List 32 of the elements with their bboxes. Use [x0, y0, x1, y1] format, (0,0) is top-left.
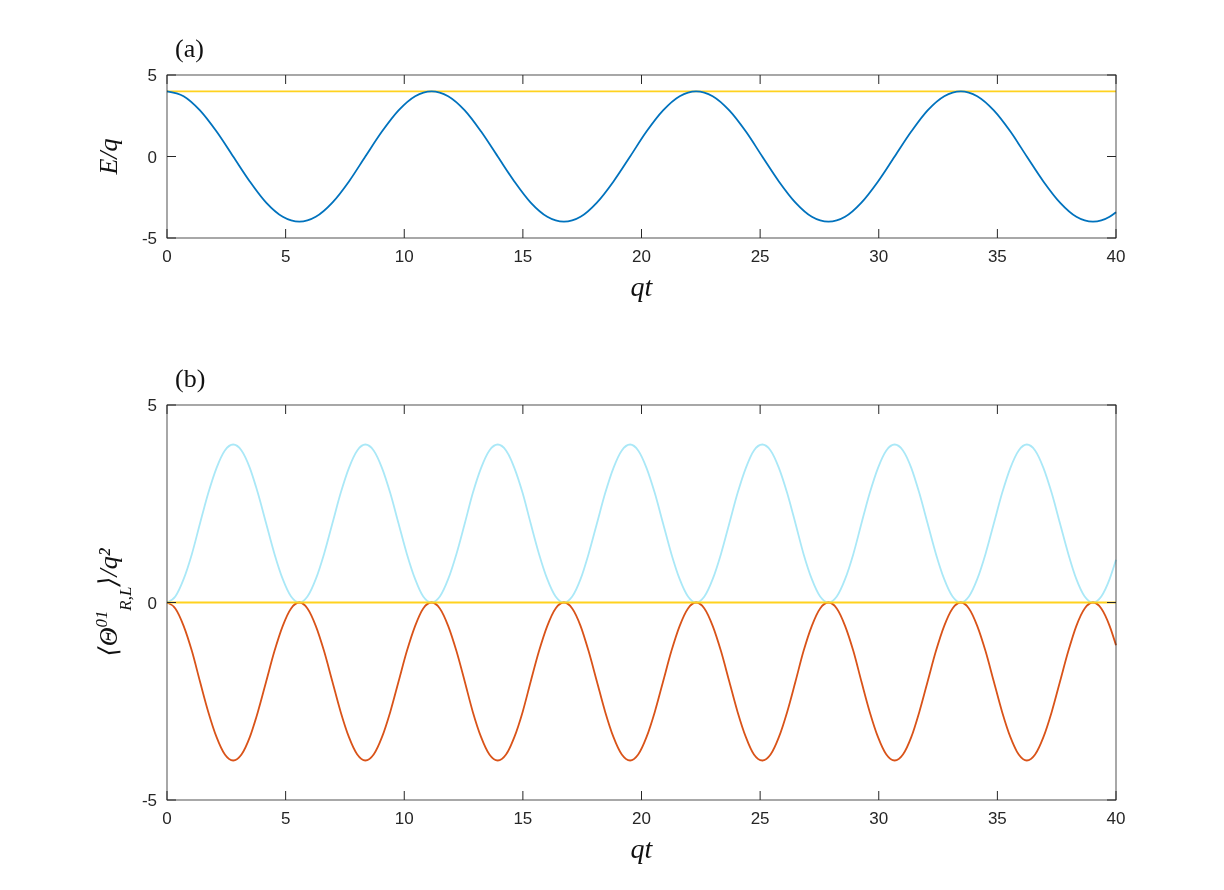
y-tick-label: 0: [147, 147, 157, 167]
x-tick-label: 15: [513, 247, 533, 266]
x-tick-label: 5: [280, 809, 291, 828]
x-axis-title: qt: [630, 833, 654, 864]
x-tick-label: 40: [1106, 247, 1126, 266]
y-tick-label: 5: [147, 66, 157, 85]
x-tick-label: 35: [987, 247, 1007, 266]
line-series: [166, 601, 1117, 762]
x-tick-label: 25: [750, 809, 770, 828]
x-tick-label: 0: [162, 809, 172, 828]
y-tick-label: 5: [147, 396, 157, 415]
y-tick-label: 0: [147, 593, 157, 613]
x-axis-title: qt: [630, 271, 654, 302]
line-series: [166, 443, 1117, 604]
chart-title: (a): [175, 34, 204, 63]
x-tick-label: 15: [513, 809, 533, 828]
x-tick-label: 10: [394, 809, 414, 828]
y-tick-label: -5: [141, 229, 157, 248]
chart-title: (b): [175, 364, 206, 393]
y-axis-title: E/q: [94, 138, 123, 176]
x-tick-label: 30: [869, 247, 889, 266]
x-tick-label: 0: [162, 247, 172, 266]
x-tick-label: 20: [632, 247, 651, 266]
x-tick-label: 30: [869, 809, 889, 828]
y-tick-label: -5: [141, 791, 157, 810]
x-tick-label: 10: [394, 247, 414, 266]
x-tick-label: 20: [632, 809, 651, 828]
x-tick-label: 40: [1106, 809, 1126, 828]
x-tick-label: 25: [750, 247, 770, 266]
x-tick-label: 35: [987, 809, 1007, 828]
line-series: [166, 90, 1117, 223]
x-tick-label: 5: [280, 247, 291, 266]
